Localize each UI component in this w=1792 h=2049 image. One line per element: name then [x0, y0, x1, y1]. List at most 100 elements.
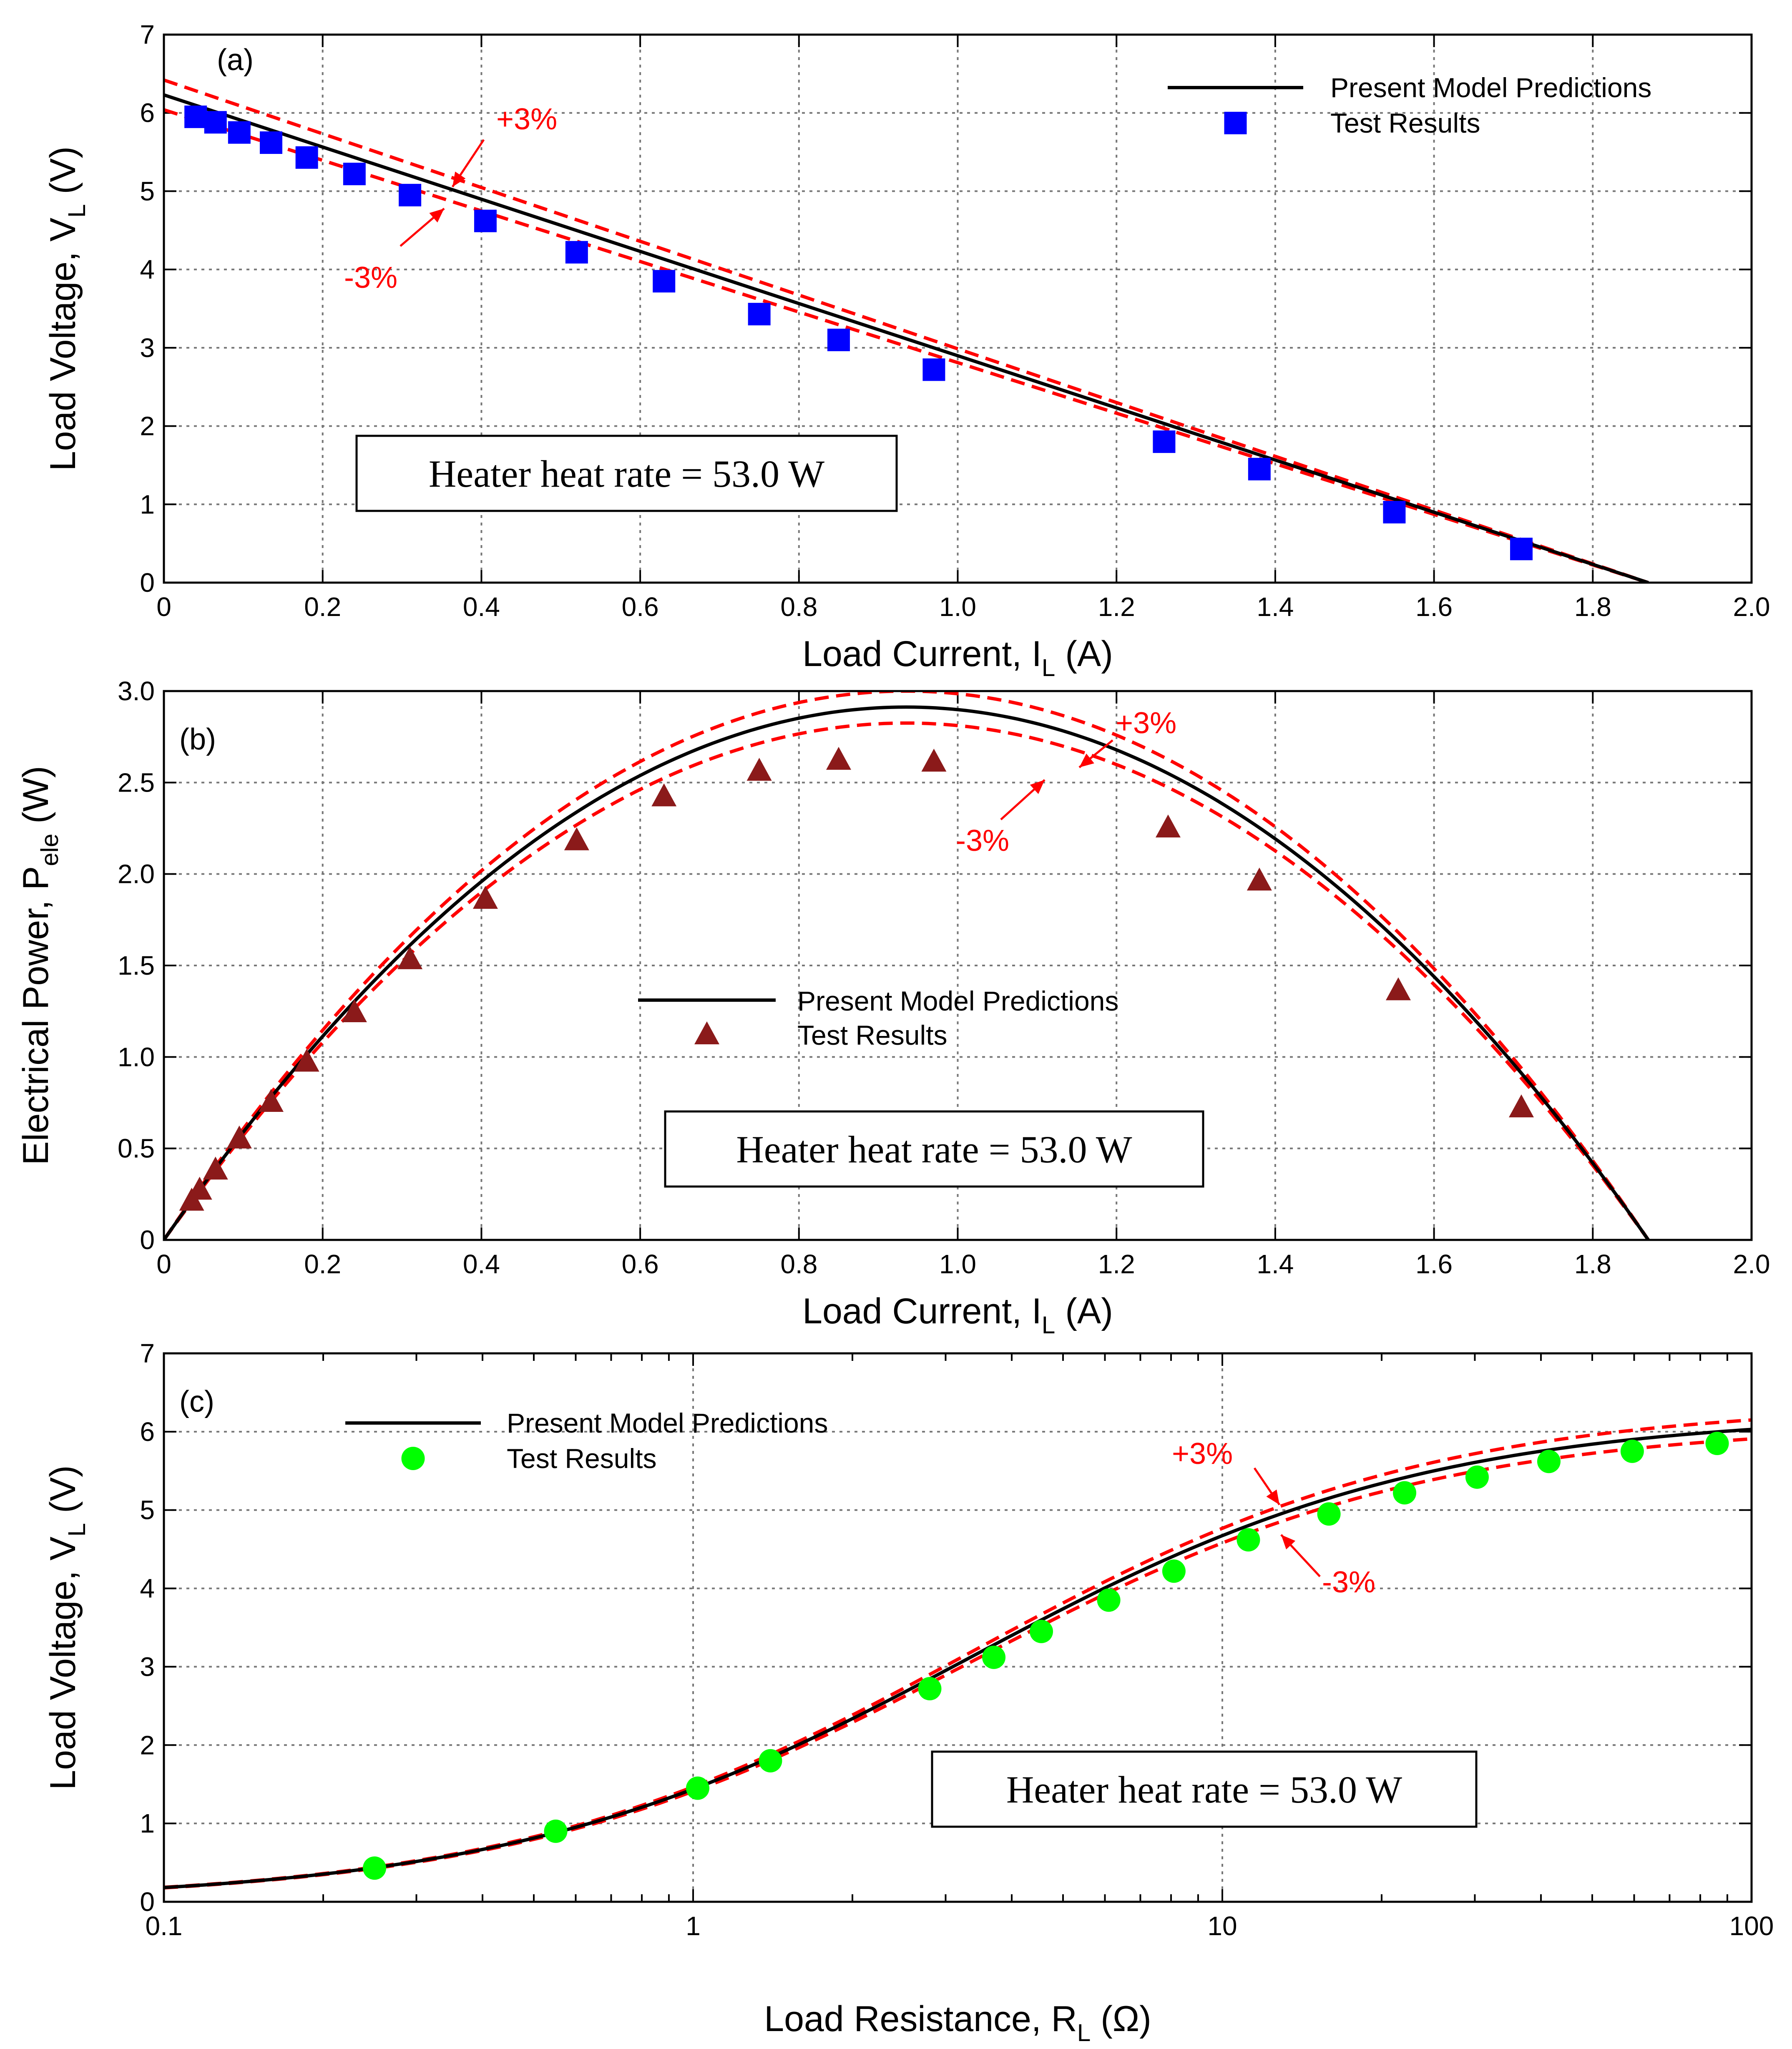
x-tick-label: 0.1: [146, 1911, 183, 1941]
heater-heat-rate-annotation: Heater heat rate = 53.0 W: [1006, 1768, 1402, 1811]
y-tick-label: 0: [140, 1887, 155, 1917]
minus-arrow-head: [1030, 780, 1045, 794]
y-tick-label: 6: [140, 1417, 155, 1447]
y-axis-label: Load Voltage, VL (V): [43, 1465, 90, 1790]
plus-3-percent-label: +3%: [496, 103, 557, 136]
data-point-triangle: [694, 1021, 719, 1044]
plus-arrow-head: [452, 171, 466, 187]
x-tick-label: 1.2: [1098, 592, 1135, 622]
y-tick-label: 7: [140, 1338, 155, 1368]
grid: [164, 1353, 1752, 1902]
y-tick-label: 1: [140, 1808, 155, 1838]
x-tick-label: 100: [1729, 1911, 1774, 1941]
data-point-circle: [1465, 1465, 1489, 1489]
x-tick-label: 0.2: [304, 1249, 341, 1279]
minus-3-percent-label: -3%: [344, 261, 397, 294]
x-axis-label-subscript: L: [1077, 2019, 1091, 2046]
y-axis-label: Load Voltage, VL (V): [43, 146, 90, 471]
annotation-box: [931, 1750, 1478, 1828]
band-annotations: +3% -3%: [956, 706, 1176, 857]
y-tick-label: 4: [140, 1574, 155, 1604]
y-axis-label-unit: (V): [43, 1465, 83, 1523]
x-tick-label: 0.8: [780, 1249, 817, 1279]
plus-arrow-head: [1266, 1489, 1279, 1505]
x-tick-label: 0: [156, 592, 171, 622]
x-tick-label: 2.0: [1733, 592, 1770, 622]
minus-arrow-head: [429, 209, 444, 223]
legend-model-label: Present Model Predictions: [797, 986, 1118, 1016]
legend: Present Model Predictions Test Results: [345, 1408, 828, 1474]
y-tick-label: 7: [140, 20, 155, 50]
x-tick-label: 0: [156, 1249, 171, 1279]
legend-model-label: Present Model Predictions: [1330, 72, 1651, 103]
data-point-square: [827, 329, 850, 352]
x-tick-label: 1.6: [1415, 1249, 1453, 1279]
data-point-square: [184, 106, 207, 128]
data-point-circle: [1237, 1528, 1260, 1552]
y-axis-label-unit: (V): [43, 146, 83, 204]
x-tick-label: 1.4: [1257, 592, 1294, 622]
y-tick-label: 2.5: [118, 767, 155, 797]
data-point-triangle: [826, 747, 851, 770]
data-point-triangle: [294, 1048, 319, 1072]
data-point-square: [295, 146, 318, 169]
x-axis-label-unit: (Ω): [1091, 1999, 1151, 2039]
test-results-markers: [362, 1432, 1729, 1880]
minus-3-percent-label: -3%: [1322, 1566, 1375, 1599]
x-axis-label-subscript: L: [1042, 654, 1056, 681]
data-point-circle: [759, 1749, 782, 1772]
panel-label: (c): [179, 1385, 214, 1418]
data-point-square: [922, 358, 945, 381]
panel-label: (b): [179, 723, 216, 756]
data-point-triangle: [1508, 1094, 1534, 1118]
model-prediction-line: [164, 1428, 1752, 1889]
y-tick-label: 0.5: [118, 1134, 155, 1164]
plus-arrow-head: [1079, 753, 1094, 767]
data-point-circle: [1162, 1559, 1186, 1583]
data-point-triangle: [746, 758, 772, 781]
x-tick-label: 1.0: [939, 592, 976, 622]
x-axis-label-unit: (A): [1055, 634, 1113, 674]
data-point-triangle: [226, 1125, 252, 1149]
panel-label: (a): [217, 43, 254, 77]
y-axis-label-text: Load Voltage, V: [43, 218, 83, 471]
legend-test-label: Test Results: [797, 1020, 947, 1051]
data-point-square: [1248, 458, 1271, 480]
data-point-circle: [1030, 1619, 1053, 1643]
x-tick-label: 1.4: [1257, 1249, 1294, 1279]
legend-test-label: Test Results: [507, 1443, 656, 1474]
heater-heat-rate-annotation: Heater heat rate = 53.0 W: [736, 1128, 1132, 1171]
y-axis-label-subscript: L: [63, 1523, 90, 1537]
data-point-triangle: [1155, 815, 1181, 837]
x-tick-label: 1.6: [1415, 592, 1453, 622]
data-point-circle: [401, 1447, 425, 1470]
data-point-square: [748, 303, 771, 326]
y-tick-label: 1: [140, 489, 155, 519]
data-point-triangle: [921, 749, 947, 772]
test-results-markers: [179, 747, 1534, 1211]
y-tick-label: 4: [140, 254, 155, 284]
minus-arrow-head: [1281, 1535, 1296, 1550]
y-tick-label: 2: [140, 1730, 155, 1760]
plot-frame: [163, 690, 1753, 1241]
plus-3-percent-line: [164, 691, 1650, 1240]
data-point-circle: [1317, 1502, 1341, 1526]
band-annotations: +3% -3%: [1172, 1437, 1375, 1599]
series-group: [164, 1418, 1752, 1890]
band-annotations: +3% -3%: [344, 103, 557, 294]
data-point-circle: [1393, 1481, 1417, 1505]
x-axis-label: Load Current, IL (A): [802, 634, 1113, 681]
data-point-circle: [1097, 1588, 1121, 1612]
data-point-square: [259, 131, 282, 154]
y-axis-label-unit: (W): [16, 766, 56, 833]
legend: Present Model Predictions Test Results: [1168, 72, 1651, 138]
data-point-square: [1224, 112, 1247, 134]
y-tick-label: 5: [140, 1495, 155, 1525]
data-point-square: [1383, 501, 1406, 524]
y-tick-label: 5: [140, 176, 155, 206]
x-tick-label: 0.2: [304, 592, 341, 622]
data-point-square: [228, 121, 251, 144]
